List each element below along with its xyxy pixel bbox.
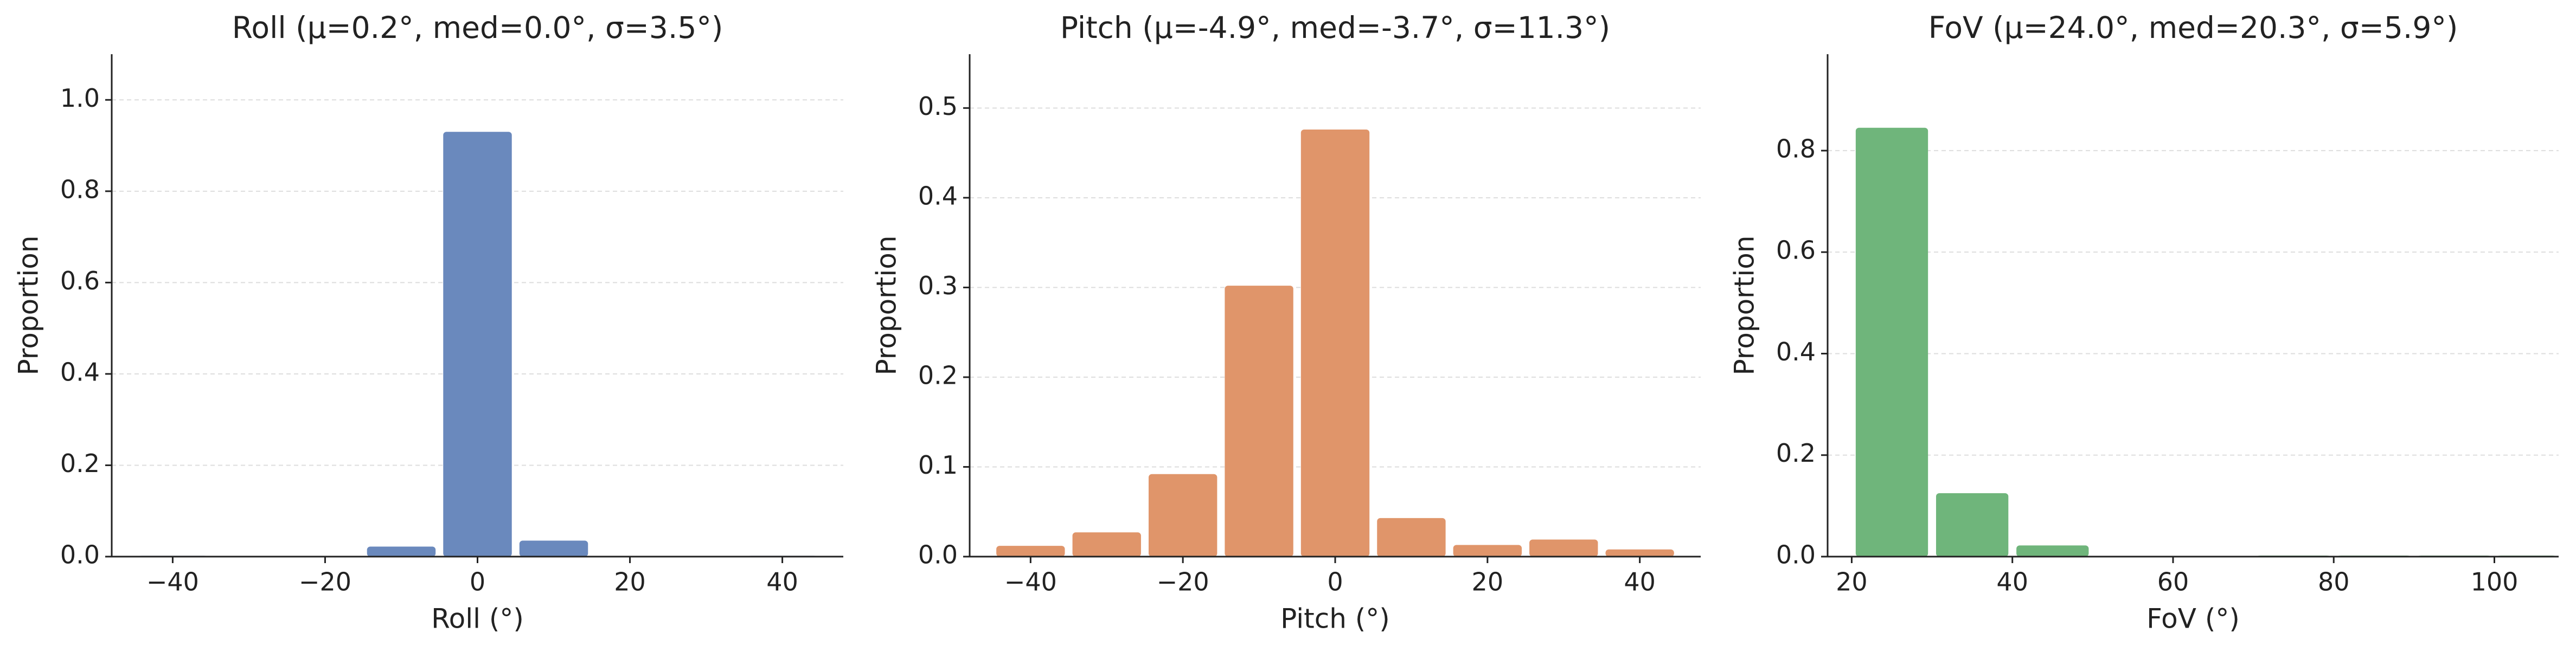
bar: [1529, 539, 1598, 557]
y-tick-label: 0.0: [918, 540, 958, 570]
y-tick-label: 0.2: [918, 360, 958, 390]
bar: [1453, 545, 1522, 557]
chart-title: Pitch (μ=-4.9°, med=-3.7°, σ=11.3°): [1060, 10, 1610, 45]
y-tick-label: 0.4: [60, 357, 100, 386]
x-tick-label: −40: [146, 567, 199, 597]
y-tick-label: 1.0: [60, 83, 100, 113]
y-axis-label: Proportion: [871, 236, 902, 376]
y-tick-label: 0.4: [918, 181, 958, 210]
bar: [2016, 545, 2089, 557]
y-tick-label: 0.1: [918, 450, 958, 480]
x-tick-label: 40: [1996, 567, 2028, 597]
y-tick-label: 0.8: [1776, 134, 1816, 163]
x-tick-label: 100: [2471, 567, 2519, 597]
chart-title: Roll (μ=0.2°, med=0.0°, σ=3.5°): [232, 10, 723, 45]
x-tick-label: 60: [2157, 567, 2189, 597]
y-tick-label: 0.8: [60, 175, 100, 204]
x-tick-label: −20: [1157, 567, 1209, 597]
x-tick-label: 0: [470, 567, 485, 597]
y-tick-label: 0.0: [60, 540, 100, 570]
chart-title: FoV (μ=24.0°, med=20.3°, σ=5.9°): [1928, 10, 2458, 45]
bar: [1300, 130, 1370, 557]
bar: [1605, 549, 1674, 557]
y-axis-label: Proportion: [13, 236, 44, 376]
bar: [443, 132, 512, 557]
bar: [996, 546, 1065, 557]
panel: 0.0 0.2 0.4 0.6 0.8 20 40 60 80 100 FoV (μ=24.0°, …: [1729, 10, 2559, 635]
bar: [1377, 518, 1446, 557]
x-tick-label: −20: [299, 567, 351, 597]
x-axis-label: Pitch (°): [1280, 603, 1390, 635]
x-axis-label: FoV (°): [2146, 603, 2240, 635]
x-tick-label: 80: [2318, 567, 2350, 597]
bar: [1148, 474, 1217, 557]
y-tick-label: 0.3: [918, 271, 958, 300]
bar: [1072, 532, 1141, 557]
x-tick-label: 20: [1472, 567, 1504, 597]
bar: [1936, 493, 2009, 557]
x-tick-label: 20: [614, 567, 646, 597]
bar: [519, 540, 588, 557]
y-tick-label: 0.6: [60, 266, 100, 295]
x-tick-label: 40: [1624, 567, 1656, 597]
y-tick-label: 0.2: [1776, 438, 1816, 468]
bar: [1225, 286, 1293, 557]
bar: [367, 546, 436, 557]
y-tick-label: 0.0: [1776, 540, 1816, 570]
y-tick-label: 0.4: [1776, 337, 1816, 366]
x-tick-label: 20: [1836, 567, 1868, 597]
bar: [1855, 127, 1928, 557]
x-axis-label: Roll (°): [431, 603, 524, 635]
y-tick-label: 0.5: [918, 92, 958, 121]
x-tick-label: 40: [766, 567, 798, 597]
panel: 0.0 0.2 0.4 0.6 0.8 1.0 −40 −20 0 20 40 Roll (μ=0.2…: [13, 10, 843, 635]
x-tick-label: −40: [1004, 567, 1057, 597]
y-axis-label: Proportion: [1729, 236, 1760, 376]
x-tick-label: 0: [1327, 567, 1343, 597]
y-tick-label: 0.6: [1776, 236, 1816, 265]
panel: 0.0 0.1 0.2 0.3 0.4 0.5 −40 −20 0 20 40 Pitch (μ=-4…: [871, 10, 1701, 635]
y-tick-label: 0.2: [60, 449, 100, 478]
